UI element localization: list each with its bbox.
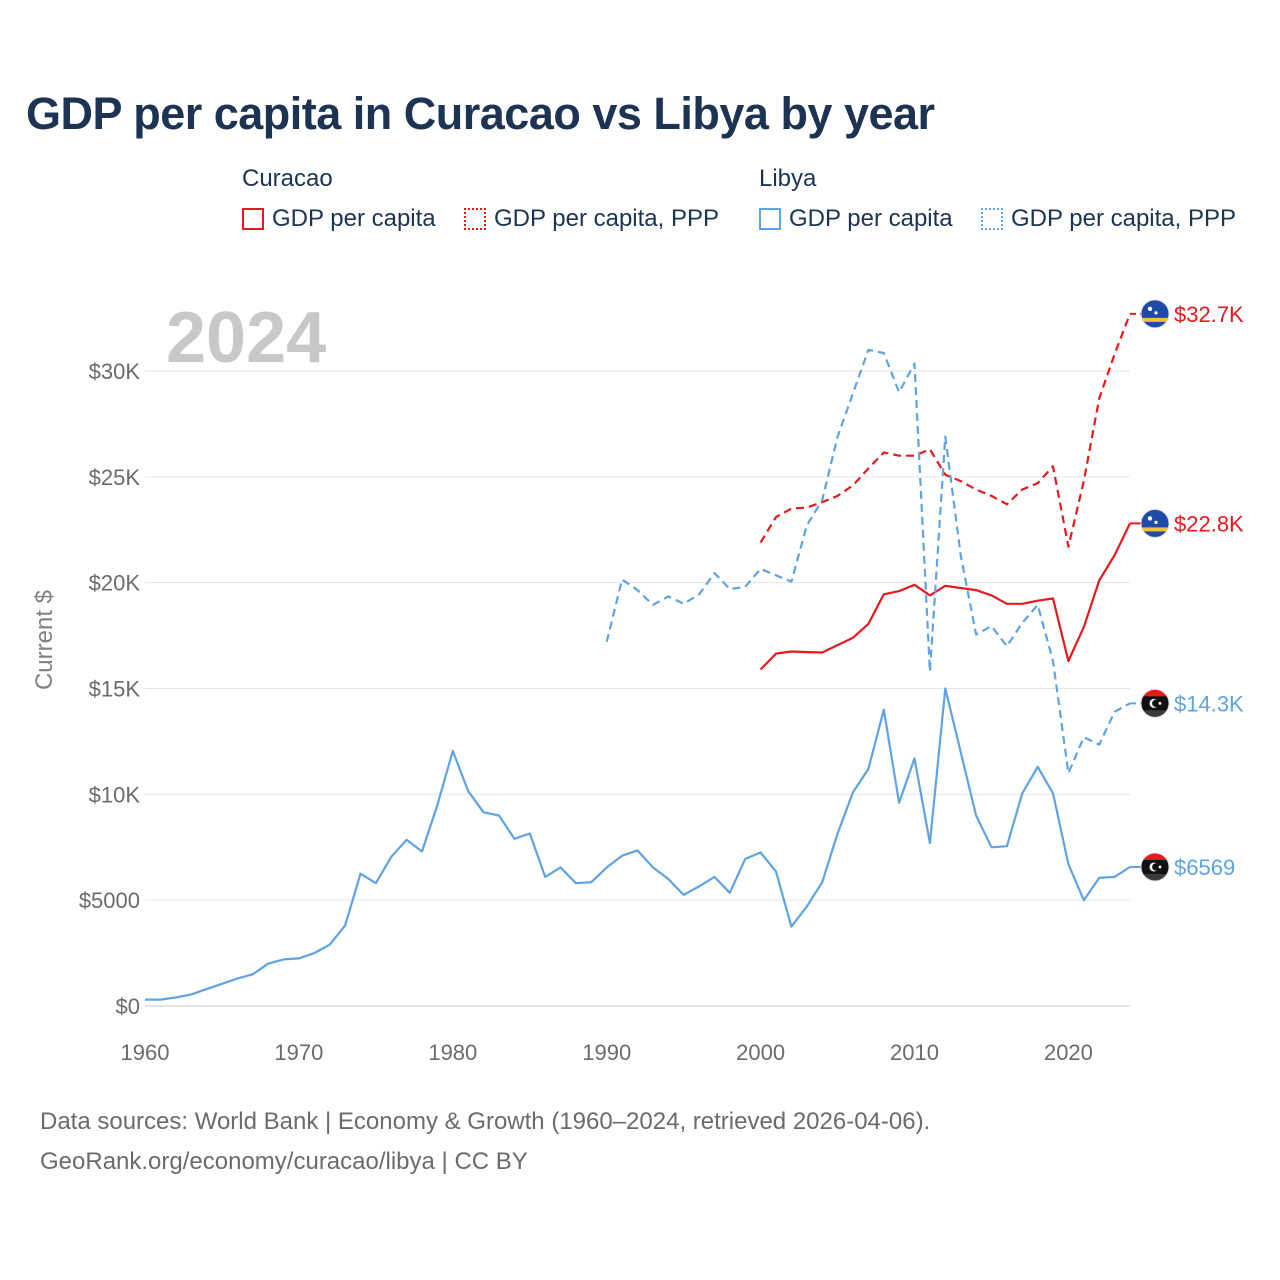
end-value-label: $14.3K xyxy=(1174,691,1244,716)
legend-label: GDP per capita, PPP xyxy=(494,205,719,232)
libya-flag-icon xyxy=(1140,688,1170,718)
y-tick-label: $0 xyxy=(116,994,140,1019)
legend-label: GDP per capita xyxy=(272,205,436,232)
legend-swatch-dotted-blue xyxy=(981,208,1003,230)
chart-title: GDP per capita in Curacao vs Libya by ye… xyxy=(26,88,935,139)
legend-item-libya-gdp-ppp[interactable]: GDP per capita, PPP xyxy=(981,205,1236,233)
end-value-label: $6569 xyxy=(1174,855,1235,880)
legend-label: GDP per capita xyxy=(789,205,953,232)
legend-label: GDP per capita, PPP xyxy=(1011,205,1236,232)
year-watermark: 2024 xyxy=(166,298,326,378)
footer-credit: GeoRank.org/economy/curacao/libya | CC B… xyxy=(40,1148,528,1175)
end-labels: $22.8K $32.7K $6569 $14.3K xyxy=(1130,299,1244,882)
series-line-2 xyxy=(145,687,1131,1001)
end-value-label: $32.7K xyxy=(1174,302,1244,327)
x-tick-label: 1960 xyxy=(121,1040,170,1065)
y-tick-label: $25K xyxy=(89,465,141,490)
y-tick-label: $15K xyxy=(89,677,141,702)
legend-item-libya-gdp[interactable]: GDP per capita xyxy=(759,205,953,233)
x-tick-label: 2000 xyxy=(736,1040,785,1065)
curacao-flag-icon xyxy=(1140,299,1170,329)
legend-item-curacao-gdp[interactable]: GDP per capita xyxy=(242,205,436,233)
legend-group-libya: Libya xyxy=(759,165,817,192)
y-tick-label: $5000 xyxy=(79,888,140,913)
end-value-label: $22.8K xyxy=(1174,511,1244,536)
x-tick-label: 2010 xyxy=(890,1040,939,1065)
x-tick-label: 2020 xyxy=(1044,1040,1093,1065)
y-axis-ticks: $0 $5000 $10K $15K $20K $25K $30K xyxy=(79,359,141,1019)
x-tick-label: 1970 xyxy=(274,1040,323,1065)
legend-swatch-solid-red xyxy=(242,208,264,230)
series-line-1 xyxy=(759,313,1132,548)
y-tick-label: $30K xyxy=(89,359,141,384)
y-tick-label: $10K xyxy=(89,782,141,807)
x-axis-ticks: 1960 1970 1980 1990 2000 2010 2020 xyxy=(121,1040,1093,1065)
y-tick-label: $20K xyxy=(89,571,141,596)
series-line-3 xyxy=(605,348,1131,775)
legend-swatch-dotted-red xyxy=(464,208,486,230)
series-line-0 xyxy=(759,522,1131,671)
footer-sources: Data sources: World Bank | Economy & Gro… xyxy=(40,1108,931,1135)
grid xyxy=(145,370,1130,1007)
series-lines xyxy=(145,313,1132,1001)
curacao-flag-icon xyxy=(1140,508,1170,538)
libya-flag-icon xyxy=(1140,852,1170,882)
x-tick-label: 1980 xyxy=(428,1040,477,1065)
legend-swatch-solid-blue xyxy=(759,208,781,230)
legend-group-curacao: Curacao xyxy=(242,165,333,192)
y-axis-label: Current $ xyxy=(31,590,58,690)
x-tick-label: 1990 xyxy=(582,1040,631,1065)
legend-item-curacao-gdp-ppp[interactable]: GDP per capita, PPP xyxy=(464,205,719,233)
